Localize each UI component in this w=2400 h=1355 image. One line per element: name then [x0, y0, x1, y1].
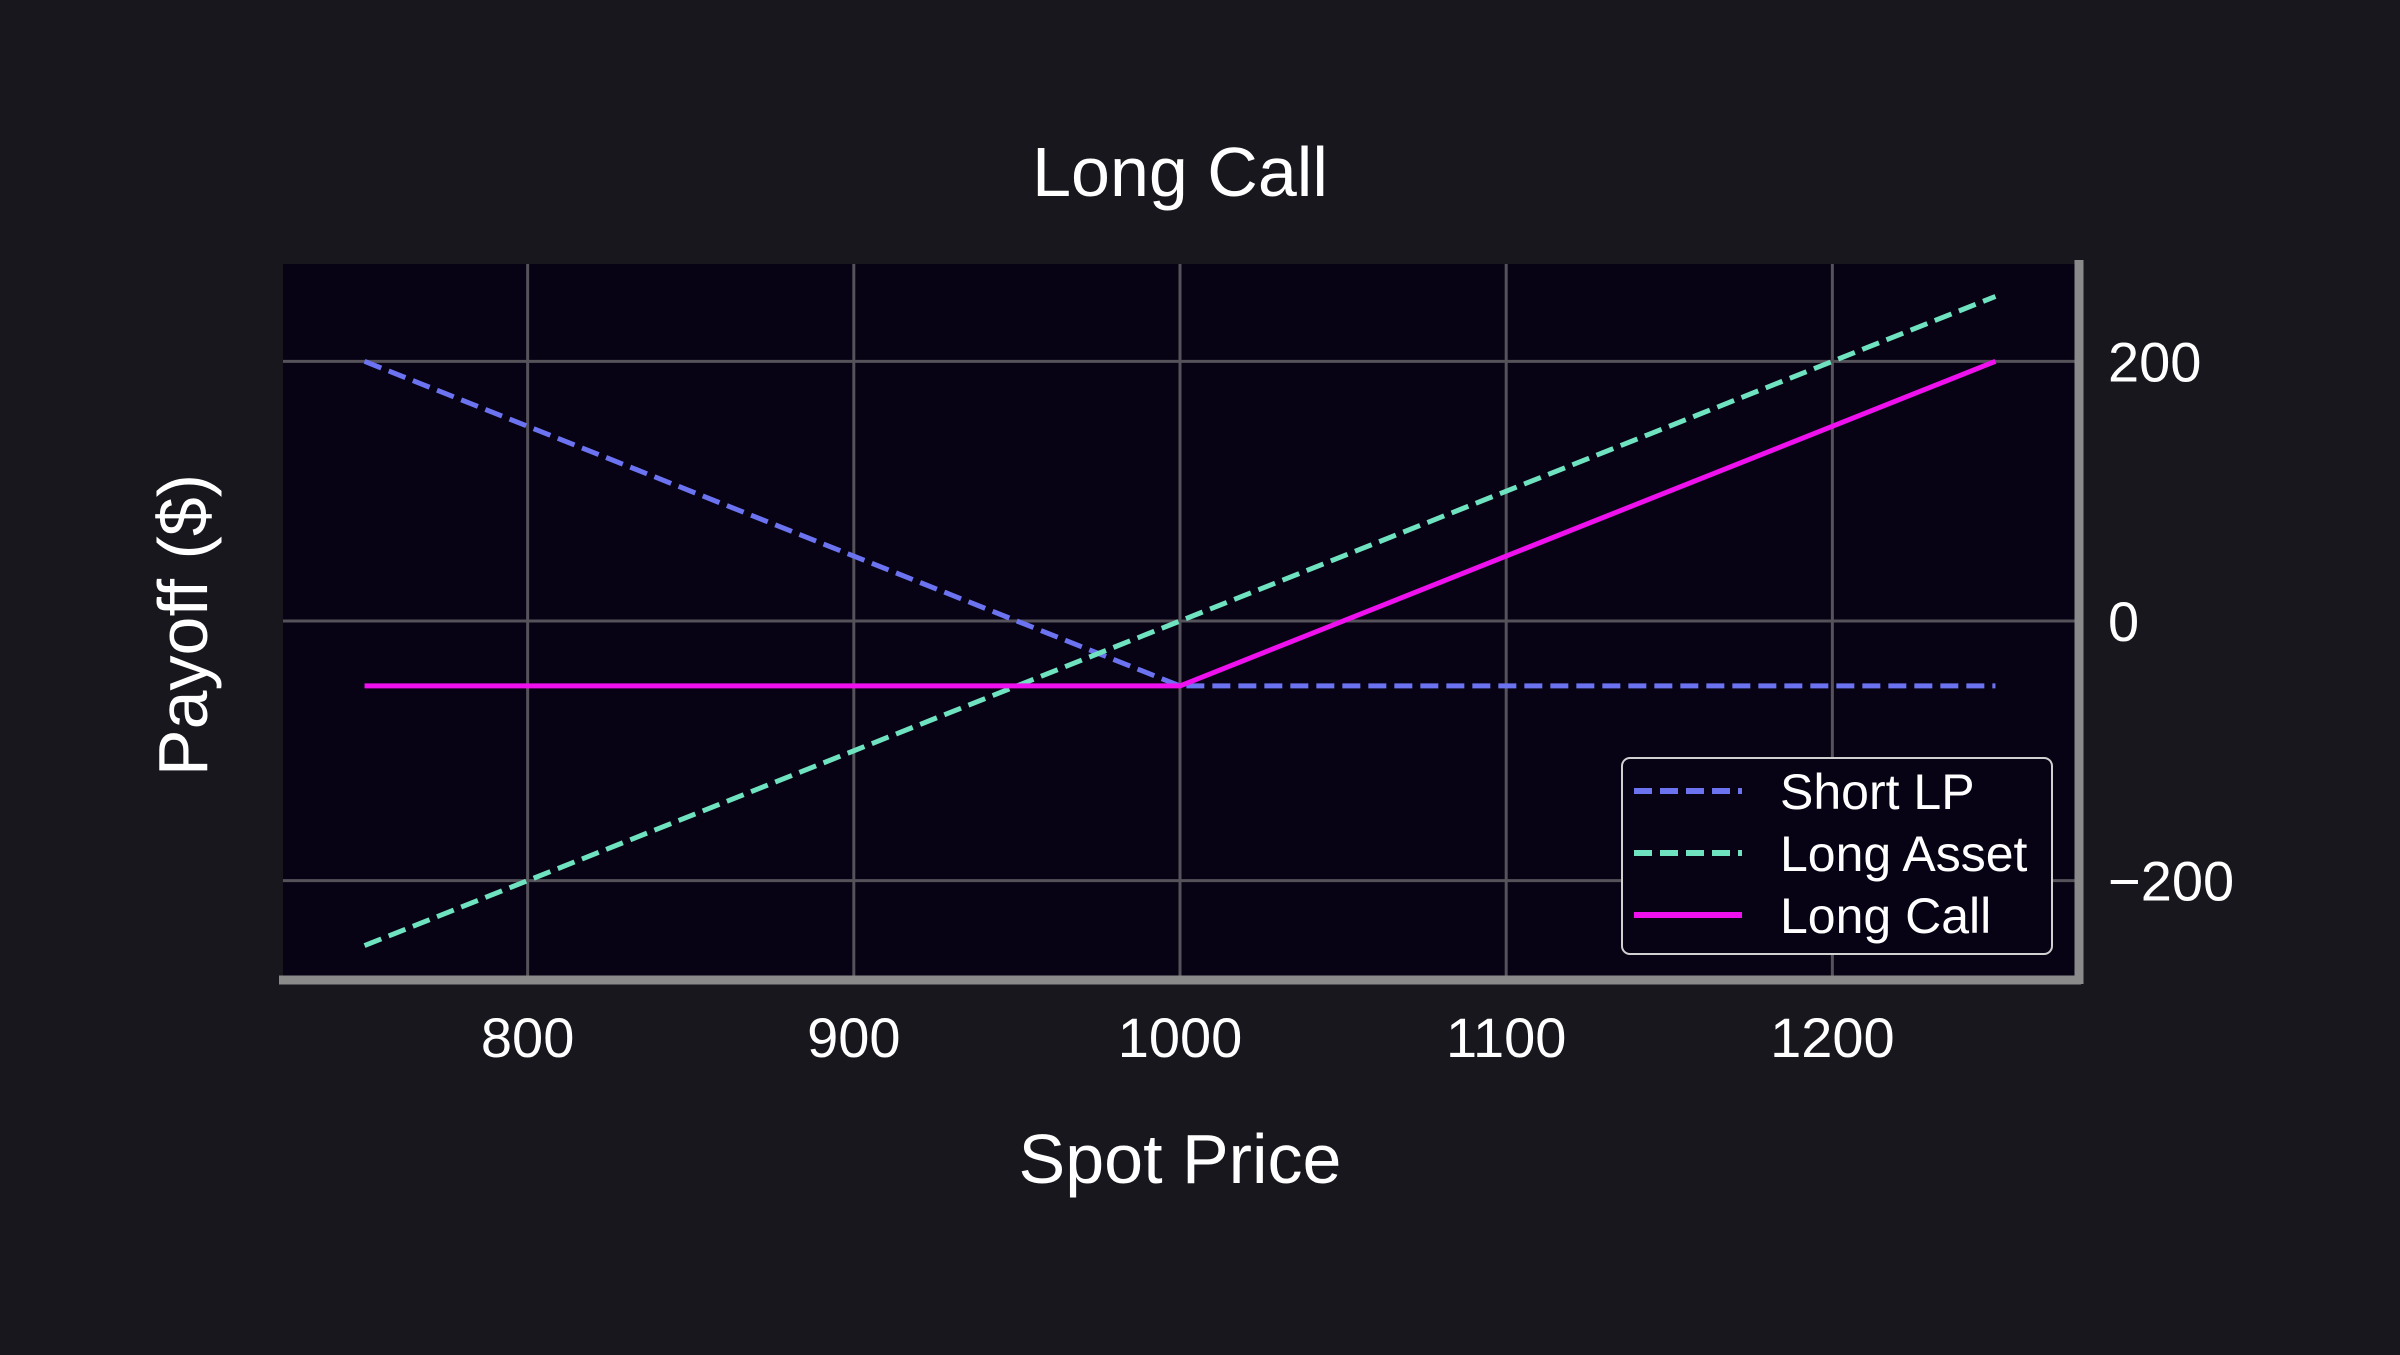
x-tick-label: 1100: [1446, 1006, 1566, 1069]
y-axis-label: Payoff ($): [144, 474, 222, 776]
x-tick-label: 1000: [1118, 1006, 1243, 1069]
y-tick-label: −200: [2108, 850, 2234, 913]
series-line-short-lp: [363, 359, 1996, 689]
x-tick-labels: 800 900 1000 1100 1200: [481, 1006, 1895, 1069]
series-lines: [363, 294, 1997, 948]
legend: Short LP Long Asset Long Call: [1621, 757, 2053, 955]
x-tick-label: 900: [807, 1006, 900, 1069]
y-tick-label: 200: [2108, 330, 2201, 393]
x-axis-label: Spot Price: [1019, 1120, 1342, 1198]
legend-label: Long Call: [1780, 888, 1991, 944]
y-tick-label: 0: [2108, 590, 2139, 653]
legend-label: Short LP: [1780, 764, 1975, 820]
x-tick-label: 800: [481, 1006, 574, 1069]
chart-title: Long Call: [1032, 133, 1328, 211]
grid: [283, 264, 2077, 978]
legend-label: Long Asset: [1780, 826, 2028, 882]
legend-box: [1621, 757, 2053, 955]
x-tick-label: 1200: [1770, 1006, 1895, 1069]
axis-spines: [279, 260, 2084, 985]
series-line-long-call: [364, 359, 1997, 689]
series-line-long-asset: [363, 294, 1997, 948]
y-tick-labels: 200 0 −200: [2108, 330, 2234, 912]
